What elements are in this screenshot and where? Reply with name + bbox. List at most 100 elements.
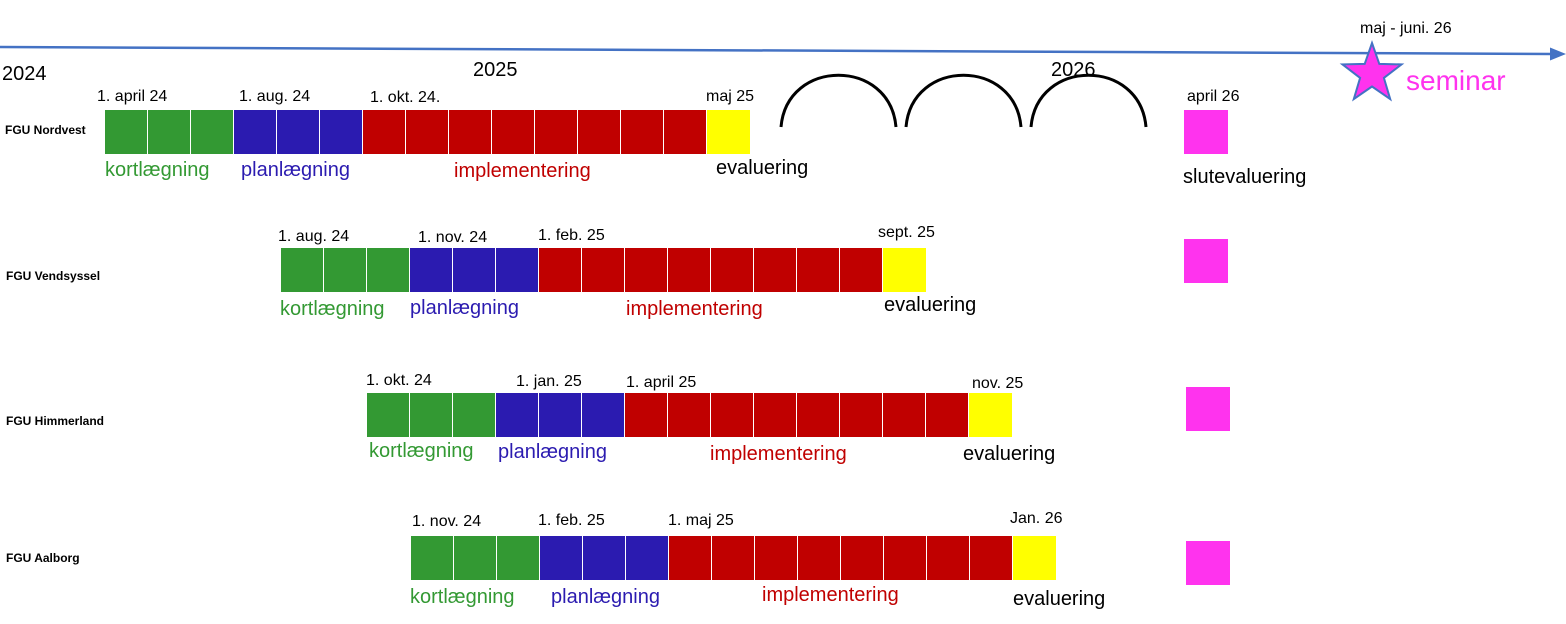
year-label-2026: 2026 bbox=[1051, 59, 1096, 81]
seminar-label: seminar bbox=[1406, 65, 1506, 96]
phase-date-evaluering: nov. 25 bbox=[972, 375, 1024, 392]
phase-date-kortlaegning: 1. okt. 24 bbox=[366, 372, 432, 389]
phase-date-kortlaegning: 1. april 24 bbox=[97, 88, 168, 105]
slutevaluering-marker-vendsyssel bbox=[1184, 239, 1228, 283]
implementering-cell bbox=[797, 393, 840, 437]
planlaegning-cell bbox=[496, 248, 539, 292]
phase-label-planlaegning: planlægning bbox=[498, 441, 607, 463]
implementering-cell bbox=[449, 110, 492, 154]
implementering-cell bbox=[841, 536, 884, 580]
phase-label-implementering: implementering bbox=[710, 443, 847, 465]
phase-date-implementering: 1. feb. 25 bbox=[538, 227, 605, 244]
implementering-cell bbox=[711, 248, 754, 292]
org-label-nordvest: FGU Nordvest bbox=[5, 123, 86, 137]
planlaegning-cell bbox=[320, 110, 363, 154]
planlaegning-cell bbox=[582, 393, 625, 437]
phase-date-kortlaegning: 1. aug. 24 bbox=[278, 228, 350, 245]
phase-date-implementering: 1. okt. 24. bbox=[370, 89, 441, 106]
phase-label-evaluering: evaluering bbox=[963, 443, 1056, 465]
phase-date-kortlaegning: 1. nov. 24 bbox=[412, 513, 482, 530]
implementering-cell bbox=[539, 248, 582, 292]
phase-date-planlaegning: 1. jan. 25 bbox=[516, 373, 582, 390]
planlaegning-cell bbox=[539, 393, 582, 437]
kortlaegning-cell bbox=[411, 536, 454, 580]
waiting-arc-1 bbox=[779, 73, 898, 128]
phase-label-planlaegning: planlægning bbox=[410, 297, 519, 319]
implementering-cell bbox=[664, 110, 707, 154]
slutevaluering-marker-nordvest bbox=[1184, 110, 1228, 154]
implementering-cell bbox=[668, 393, 711, 437]
implementering-cell bbox=[625, 248, 668, 292]
phase-label-implementering: implementering bbox=[762, 584, 899, 606]
kortlaegning-cell bbox=[148, 110, 191, 154]
planlaegning-cell bbox=[234, 110, 277, 154]
slutevaluering-label: slutevaluering bbox=[1183, 166, 1307, 188]
phase-label-evaluering: evaluering bbox=[716, 157, 809, 179]
implementering-cell bbox=[797, 248, 840, 292]
implementering-cell bbox=[840, 393, 883, 437]
planlaegning-cell bbox=[583, 536, 626, 580]
org-label-himmerland: FGU Himmerland bbox=[6, 414, 105, 428]
phase-date-evaluering: Jan. 26 bbox=[1010, 510, 1063, 527]
planlaegning-cell bbox=[277, 110, 320, 154]
seminar-date: maj - juni. 26 bbox=[1360, 20, 1452, 37]
year-label-2024: 2024 bbox=[2, 63, 47, 85]
phase-label-evaluering: evaluering bbox=[1013, 588, 1106, 610]
slutevaluering-marker-aalborg bbox=[1186, 541, 1230, 585]
phase-label-planlaegning: planlægning bbox=[241, 159, 350, 181]
implementering-cell bbox=[755, 536, 798, 580]
kortlaegning-cell bbox=[324, 248, 367, 292]
waiting-arc-3 bbox=[1029, 73, 1148, 128]
phase-label-kortlaegning: kortlægning bbox=[410, 586, 515, 608]
kortlaegning-cell bbox=[410, 393, 453, 437]
kortlaegning-cell bbox=[453, 393, 496, 437]
implementering-cell bbox=[970, 536, 1013, 580]
implementering-cell bbox=[883, 393, 926, 437]
planlaegning-cell bbox=[410, 248, 453, 292]
implementering-cell bbox=[754, 393, 797, 437]
implementering-cell bbox=[582, 248, 625, 292]
kortlaegning-cell bbox=[367, 248, 410, 292]
phase-date-planlaegning: 1. nov. 24 bbox=[418, 229, 488, 246]
phase-label-evaluering: evaluering bbox=[884, 294, 977, 316]
slutevaluering-date: april 26 bbox=[1187, 88, 1240, 105]
timeline-axis-line bbox=[0, 45, 1554, 56]
planlaegning-cell bbox=[540, 536, 583, 580]
kortlaegning-cell bbox=[367, 393, 410, 437]
org-label-aalborg: FGU Aalborg bbox=[6, 551, 80, 565]
waiting-arc-2 bbox=[904, 73, 1023, 128]
phase-date-evaluering: maj 25 bbox=[706, 88, 755, 105]
implementering-cell bbox=[927, 536, 970, 580]
implementering-cell bbox=[926, 393, 969, 437]
evaluering-cell bbox=[883, 248, 926, 292]
phase-label-implementering: implementering bbox=[454, 160, 591, 182]
planlaegning-cell bbox=[496, 393, 539, 437]
phase-date-planlaegning: 1. feb. 25 bbox=[538, 512, 605, 529]
phase-label-implementering: implementering bbox=[626, 298, 763, 320]
implementering-cell bbox=[625, 393, 668, 437]
implementering-cell bbox=[754, 248, 797, 292]
timeline-axis-arrowhead bbox=[1550, 47, 1566, 61]
implementering-cell bbox=[406, 110, 449, 154]
planlaegning-cell bbox=[626, 536, 669, 580]
implementering-cell bbox=[492, 110, 535, 154]
implementering-cell bbox=[711, 393, 754, 437]
kortlaegning-cell bbox=[454, 536, 497, 580]
implementering-cell bbox=[363, 110, 406, 154]
phase-date-evaluering: sept. 25 bbox=[878, 224, 935, 241]
implementering-cell bbox=[884, 536, 927, 580]
phase-date-implementering: 1. maj 25 bbox=[668, 512, 734, 529]
org-label-vendsyssel: FGU Vendsyssel bbox=[6, 269, 101, 283]
phase-label-kortlaegning: kortlægning bbox=[280, 298, 385, 320]
slutevaluering-marker-himmerland bbox=[1186, 387, 1230, 431]
implementering-cell bbox=[840, 248, 883, 292]
evaluering-cell bbox=[1013, 536, 1056, 580]
implementering-cell bbox=[621, 110, 664, 154]
kortlaegning-cell bbox=[105, 110, 148, 154]
implementering-cell bbox=[578, 110, 621, 154]
kortlaegning-cell bbox=[497, 536, 540, 580]
phase-date-implementering: 1. april 25 bbox=[626, 374, 697, 391]
evaluering-cell bbox=[969, 393, 1012, 437]
